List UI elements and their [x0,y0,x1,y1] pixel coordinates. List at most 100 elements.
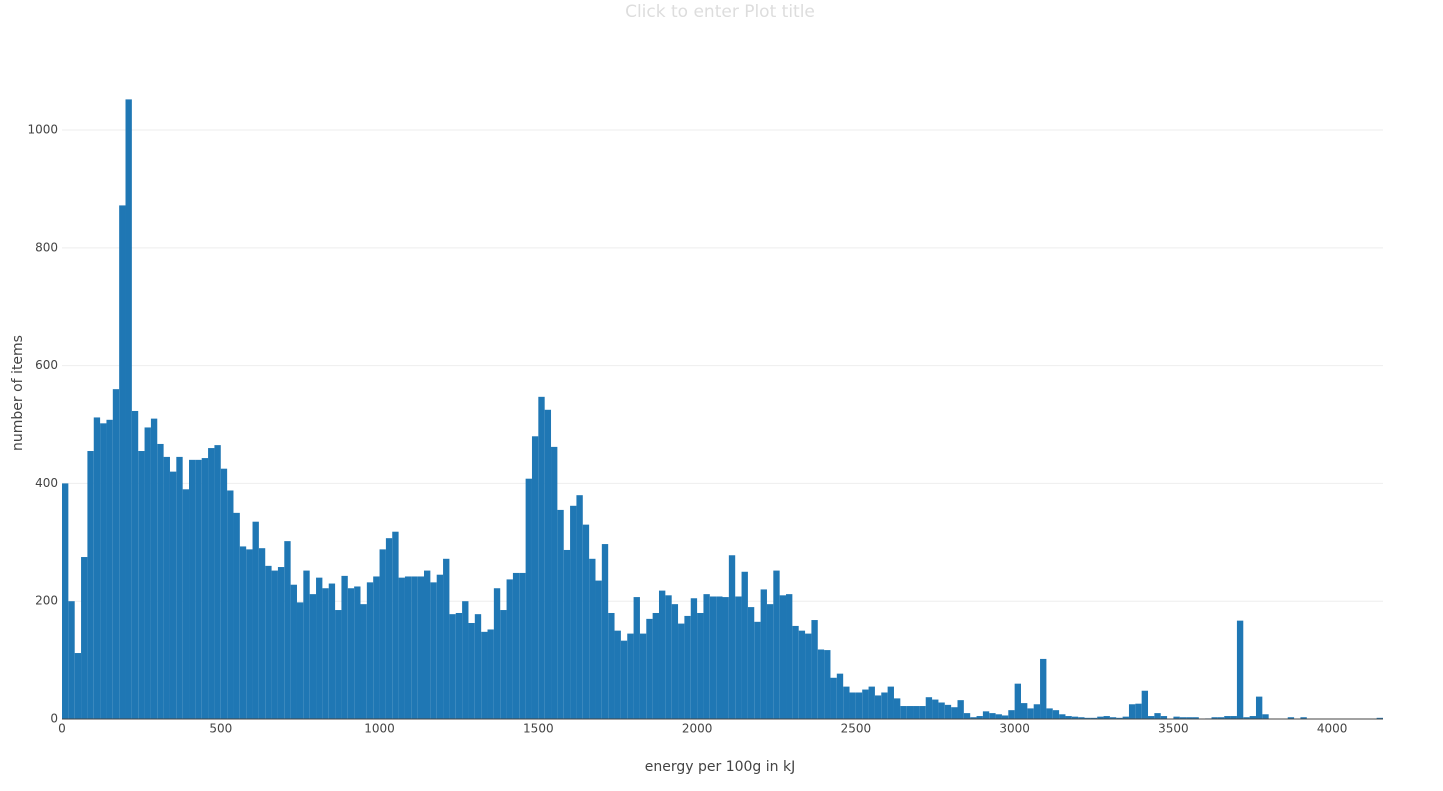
bar [277,567,285,719]
bar [1027,708,1034,719]
bar [316,577,323,719]
bar [506,579,513,719]
bar [925,697,933,719]
bar [1376,717,1383,719]
bar [684,615,691,719]
bar [544,409,552,719]
bar [112,389,120,719]
bar [678,623,685,719]
bar [87,451,94,719]
bar [436,574,444,719]
bar [722,597,729,719]
bar [1090,717,1098,719]
bar [811,620,818,719]
x-tick-label: 3000 [999,722,1030,736]
bar [1192,717,1199,719]
bar [830,677,837,719]
bar [633,597,640,719]
bar [341,575,348,719]
bar [557,509,564,719]
bar [957,700,964,719]
bar [728,555,736,719]
x-axis-title: energy per 100g in kJ [645,759,795,775]
bar [1211,717,1218,719]
bar [1141,690,1149,719]
bar [608,612,615,719]
bar [398,577,405,719]
bar [62,483,69,719]
bar [411,576,418,719]
bar [938,702,945,719]
bar [881,692,888,719]
x-tick-label: 0 [58,722,66,736]
bar [843,686,850,719]
bar [989,713,996,719]
bar [449,614,456,719]
x-tick-label: 1500 [523,722,554,736]
bar [500,610,507,719]
bar [512,572,520,719]
bar [1033,704,1041,719]
bar [195,459,202,719]
bar [697,612,704,719]
bar [849,692,856,719]
bar [360,604,367,719]
bar [1255,696,1263,719]
bar [74,653,82,719]
bar [106,419,113,719]
x-tick-label: 1000 [364,722,395,736]
bar [754,621,761,719]
bar [481,631,488,719]
bar [455,612,463,719]
bar [716,596,723,719]
bar [658,590,666,719]
bar [760,589,767,719]
bar [1186,717,1193,719]
bar [525,478,532,719]
bar [855,692,863,719]
bar [258,548,266,719]
bar [576,495,583,719]
bar [690,598,698,719]
bar [284,541,291,719]
bar [1109,717,1117,719]
x-tick-label: 500 [209,722,232,736]
bar [646,618,653,719]
bar [570,505,577,719]
bar [335,610,342,719]
bar [392,531,399,719]
bar [144,427,151,719]
bar [246,549,253,719]
bar [1103,716,1110,719]
chart-title[interactable]: Click to enter Plot title [625,2,815,22]
bar [627,633,634,719]
bar [887,686,894,719]
bar [836,673,844,719]
bar [652,612,659,719]
bar [1116,717,1123,719]
bar [1001,715,1009,719]
bar [1179,717,1187,719]
bar [1217,717,1225,719]
bar [1135,703,1142,719]
bar [963,713,971,719]
y-tick-label: 800 [35,240,58,254]
bar [81,557,88,719]
bar [900,706,907,719]
x-tick-label: 2000 [682,722,713,736]
bar [373,576,380,719]
bar [138,451,145,719]
bar [703,594,710,719]
bar [665,595,672,719]
bar [671,604,679,719]
bar [1287,717,1295,719]
bar [551,446,558,719]
bar [982,711,990,719]
x-tick-label: 3500 [1158,722,1189,736]
bar [786,594,793,719]
bar [1059,714,1066,719]
bar [824,650,831,719]
bar [227,490,234,719]
bar [735,596,742,719]
